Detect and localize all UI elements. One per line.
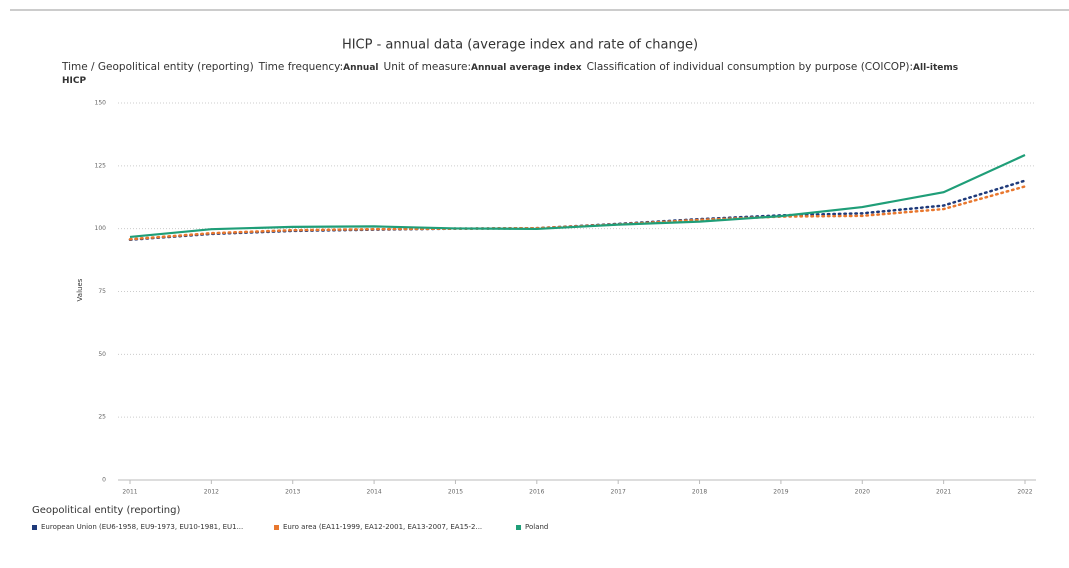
legend-label: European Union (EU6-1958, EU9-1973, EU10… <box>41 523 244 531</box>
subtitle-part: Classification of individual consumption… <box>62 61 958 86</box>
y-tick-label: 0 <box>102 477 106 484</box>
subtitle-part: Unit of measure:Annual average index <box>384 61 582 73</box>
chart-title: HICP - annual data (average index and ra… <box>342 38 698 53</box>
subtitle-name: Classification of individual consumption… <box>586 61 914 73</box>
y-tick-label: 25 <box>98 414 106 421</box>
line-series <box>128 185 1027 241</box>
subtitle-name: Time / Geopolitical entity (reporting) <box>62 61 254 73</box>
subtitle-value: All-items HICP <box>62 63 959 86</box>
subtitle-part: Time frequency:Annual <box>259 61 379 73</box>
x-tick-label: 2022 <box>1017 489 1032 496</box>
legend-label: Euro area (EA11-1999, EA12-2001, EA13-20… <box>283 523 483 531</box>
x-tick-label: 2015 <box>448 489 463 496</box>
x-tick-label: 2013 <box>285 489 300 496</box>
x-tick-label: 2012 <box>204 489 219 496</box>
legend-swatch <box>516 524 521 530</box>
legend-label: Poland <box>525 523 549 531</box>
y-tick-label: 125 <box>95 162 107 169</box>
legend-item: European Union (EU6-1958, EU9-1973, EU10… <box>32 523 274 531</box>
x-tick-label: 2018 <box>692 489 707 496</box>
y-tick-label: 50 <box>98 351 106 358</box>
legend-item: Euro area (EA11-1999, EA12-2001, EA13-20… <box>274 523 516 531</box>
legend-item: Poland <box>516 523 548 531</box>
y-tick-label: 75 <box>98 288 106 295</box>
y-axis-label: Values <box>76 278 84 301</box>
x-tick-label: 2021 <box>936 489 951 496</box>
x-tick-label: 2017 <box>611 489 626 496</box>
x-tick-label: 2019 <box>773 489 788 496</box>
subtitle-part: Time / Geopolitical entity (reporting) <box>62 61 254 73</box>
y-tick-label: 100 <box>95 225 107 232</box>
y-tick-label: 150 <box>95 100 107 107</box>
legend-items: European Union (EU6-1958, EU9-1973, EU10… <box>32 523 548 531</box>
legend-swatch <box>32 524 37 530</box>
legend-swatch <box>274 524 279 530</box>
subtitle-value: Annual average index <box>471 63 582 73</box>
subtitle: Time / Geopolitical entity (reporting) Ti… <box>62 61 982 87</box>
subtitle-name: Unit of measure: <box>383 61 472 73</box>
subtitle-value: Annual <box>343 63 379 73</box>
line-series <box>129 154 1026 239</box>
legend-title: Geopolitical entity (reporting) <box>32 505 181 516</box>
x-tick-label: 2014 <box>366 489 381 496</box>
subtitle-name: Time frequency: <box>258 61 344 73</box>
legend: Geopolitical entity (reporting) European… <box>32 505 548 531</box>
x-tick-label: 2011 <box>122 489 137 496</box>
x-tick-label: 2016 <box>529 489 544 496</box>
x-tick-label: 2020 <box>855 489 870 496</box>
